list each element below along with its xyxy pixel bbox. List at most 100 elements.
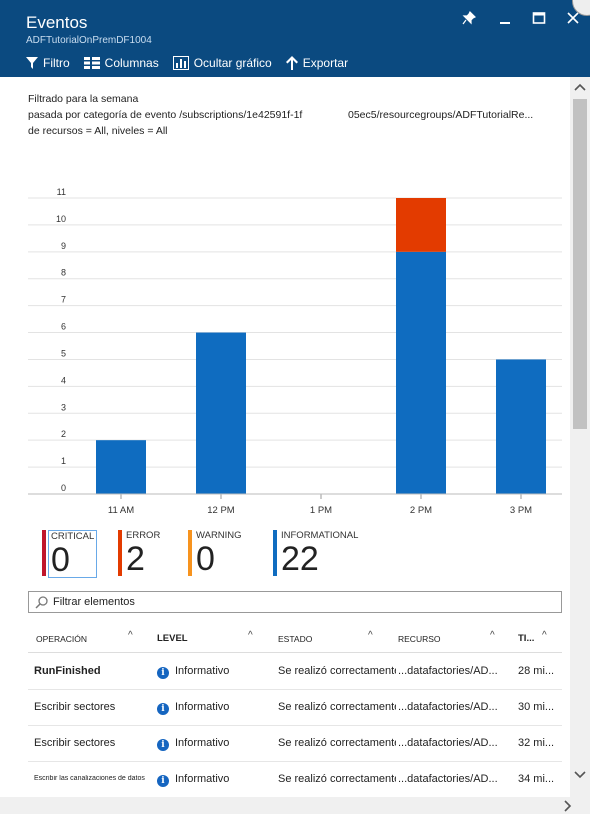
summary-error-value: 2: [126, 540, 145, 578]
bar-informational: [196, 332, 246, 494]
x-tick-label: 12 PM: [207, 505, 235, 516]
summary-warning-color: [188, 530, 192, 576]
blade-header: Eventos ADFTutorialOnPremDF1004 Filtro C…: [0, 0, 590, 77]
summary-informational-label: INFORMATIONAL: [281, 530, 359, 541]
row-level-label: Informativo: [175, 773, 230, 785]
sort-level-icon[interactable]: ^: [248, 630, 253, 641]
events-chart: 0 1 2 3 4 5 6 7 8 9 10 11 11 AM 12 PM 1 PM 2 PM 3 PM: [28, 187, 562, 516]
vertical-scrollbar[interactable]: [570, 77, 590, 797]
summary-warning[interactable]: WARNING 0: [188, 530, 242, 576]
row-resource: ...datafactories/AD...: [398, 701, 498, 713]
y-tick-label: 0: [61, 483, 66, 493]
summary-error[interactable]: ERROR 2: [118, 530, 160, 576]
toolbar: Filtro Columnas Ocultar gráfico Exportar: [26, 53, 362, 73]
summary-informational[interactable]: INFORMATIONAL 22: [273, 530, 358, 576]
search-icon: [35, 596, 48, 609]
blade-subtitle: ADFTutorialOnPremDF1004: [26, 35, 152, 46]
column-time[interactable]: TI...: [518, 633, 535, 644]
sort-time-icon[interactable]: ^: [542, 630, 547, 641]
row-level: i Informativo: [157, 773, 273, 787]
row-time: 30 mi...: [518, 701, 555, 713]
y-tick-label: 10: [56, 214, 66, 224]
export-button[interactable]: Exportar: [285, 56, 349, 70]
row-operation: RunFinished: [34, 665, 101, 677]
columns-button[interactable]: Columnas: [83, 56, 159, 70]
filter-button-label: Filtro: [43, 56, 70, 70]
row-resource: ...datafactories/AD...: [398, 773, 498, 785]
summary-error-color: [118, 530, 122, 576]
filter-icon: [26, 57, 38, 69]
maximize-icon[interactable]: [526, 8, 552, 34]
hide-chart-button[interactable]: Ocultar gráfico: [172, 56, 272, 70]
info-icon: i: [157, 775, 169, 787]
filter-button[interactable]: Filtro: [26, 56, 70, 70]
x-tick-label: 2 PM: [410, 505, 432, 516]
sort-status-icon[interactable]: ^: [368, 630, 373, 641]
row-level-label: Informativo: [175, 737, 230, 749]
sort-operation-icon[interactable]: ^: [128, 630, 133, 641]
export-button-label: Exportar: [302, 56, 349, 70]
columns-button-label: Columnas: [104, 56, 159, 70]
y-tick-label: 6: [61, 322, 66, 332]
summary-critical-color: [42, 530, 46, 576]
row-level: i Informativo: [157, 701, 273, 715]
row-resource: ...datafactories/AD...: [398, 665, 498, 677]
table-row[interactable]: Escribir sectores i Informativo Se realiz…: [28, 690, 562, 726]
row-level: i Informativo: [157, 665, 273, 679]
x-tick-label: 1 PM: [310, 505, 332, 516]
search-field[interactable]: Filtrar elementos: [28, 591, 562, 613]
row-status: Se realizó correctamente: [278, 737, 396, 749]
table-row[interactable]: Escribir sectores i Informativo Se realiz…: [28, 726, 562, 762]
table-row[interactable]: RunFinished i Informativo Se realizó corr…: [28, 654, 562, 690]
column-operation[interactable]: OPERACIÓN: [36, 634, 88, 644]
minimize-icon[interactable]: [492, 8, 518, 34]
y-tick-label: 1: [61, 456, 66, 466]
y-tick-label: 5: [61, 348, 66, 358]
bar-informational: [496, 359, 546, 494]
summary-error-label: ERROR: [126, 530, 161, 541]
row-status: Se realizó correctamente: [278, 665, 396, 677]
y-tick-label: 7: [61, 295, 66, 305]
scroll-up-icon[interactable]: [570, 77, 590, 97]
filter-line-1: Filtrado para la semana: [28, 93, 139, 105]
y-tick-label: 2: [61, 429, 66, 439]
row-resource: ...datafactories/AD...: [398, 737, 498, 749]
blade-content: Filtrado para la semana pasada por categ…: [0, 77, 570, 797]
scroll-down-icon[interactable]: [570, 765, 590, 785]
filter-line-2a: pasada por categoría de evento /subscrip…: [28, 109, 303, 121]
scroll-right-icon[interactable]: [564, 797, 572, 814]
scroll-thumb[interactable]: [573, 99, 587, 429]
search-placeholder: Filtrar elementos: [53, 596, 135, 608]
summary-warning-label: WARNING: [196, 530, 242, 541]
pin-icon[interactable]: [456, 8, 482, 34]
y-tick-label: 11: [57, 187, 66, 197]
row-status: Se realizó correctamente: [278, 773, 396, 785]
bar-informational: [96, 440, 146, 494]
row-level: i Informativo: [157, 737, 273, 751]
hide-chart-button-label: Ocultar gráfico: [193, 56, 272, 70]
row-time: 28 mi...: [518, 665, 555, 677]
summary-tiles: CRITICAL 0 ERROR 2 WARNING 0 INFORMATION…: [40, 530, 560, 580]
y-tick-label: 9: [61, 241, 66, 251]
bar-informational: [396, 251, 446, 494]
summary-critical[interactable]: CRITICAL 0: [42, 530, 98, 578]
horizontal-scrollbar[interactable]: [0, 797, 590, 814]
close-icon[interactable]: [560, 8, 586, 34]
summary-warning-value: 0: [196, 540, 215, 578]
filter-line-3: de recursos = All, niveles = All: [28, 125, 168, 137]
x-tick-label: 3 PM: [510, 505, 532, 516]
row-level-label: Informativo: [175, 665, 230, 677]
y-tick-label: 3: [61, 402, 66, 412]
filter-description: Filtrado para la semana pasada por categ…: [28, 91, 568, 139]
row-operation: Escribir sectores: [34, 737, 116, 749]
sort-resource-icon[interactable]: ^: [490, 630, 495, 641]
column-status[interactable]: ESTADO: [278, 634, 313, 644]
table-row[interactable]: Escribir las canalizaciones de datos i In…: [28, 762, 562, 797]
columns-icon: [83, 57, 100, 69]
column-resource[interactable]: RECURSO: [398, 634, 441, 644]
filter-line-2: pasada por categoría de evento /subscrip…: [28, 107, 568, 123]
summary-critical-label: CRITICAL: [51, 531, 95, 542]
info-icon: i: [157, 667, 169, 679]
column-level[interactable]: LEVEL: [157, 633, 188, 644]
row-operation: Escribir las canalizaciones de datos: [34, 775, 145, 782]
